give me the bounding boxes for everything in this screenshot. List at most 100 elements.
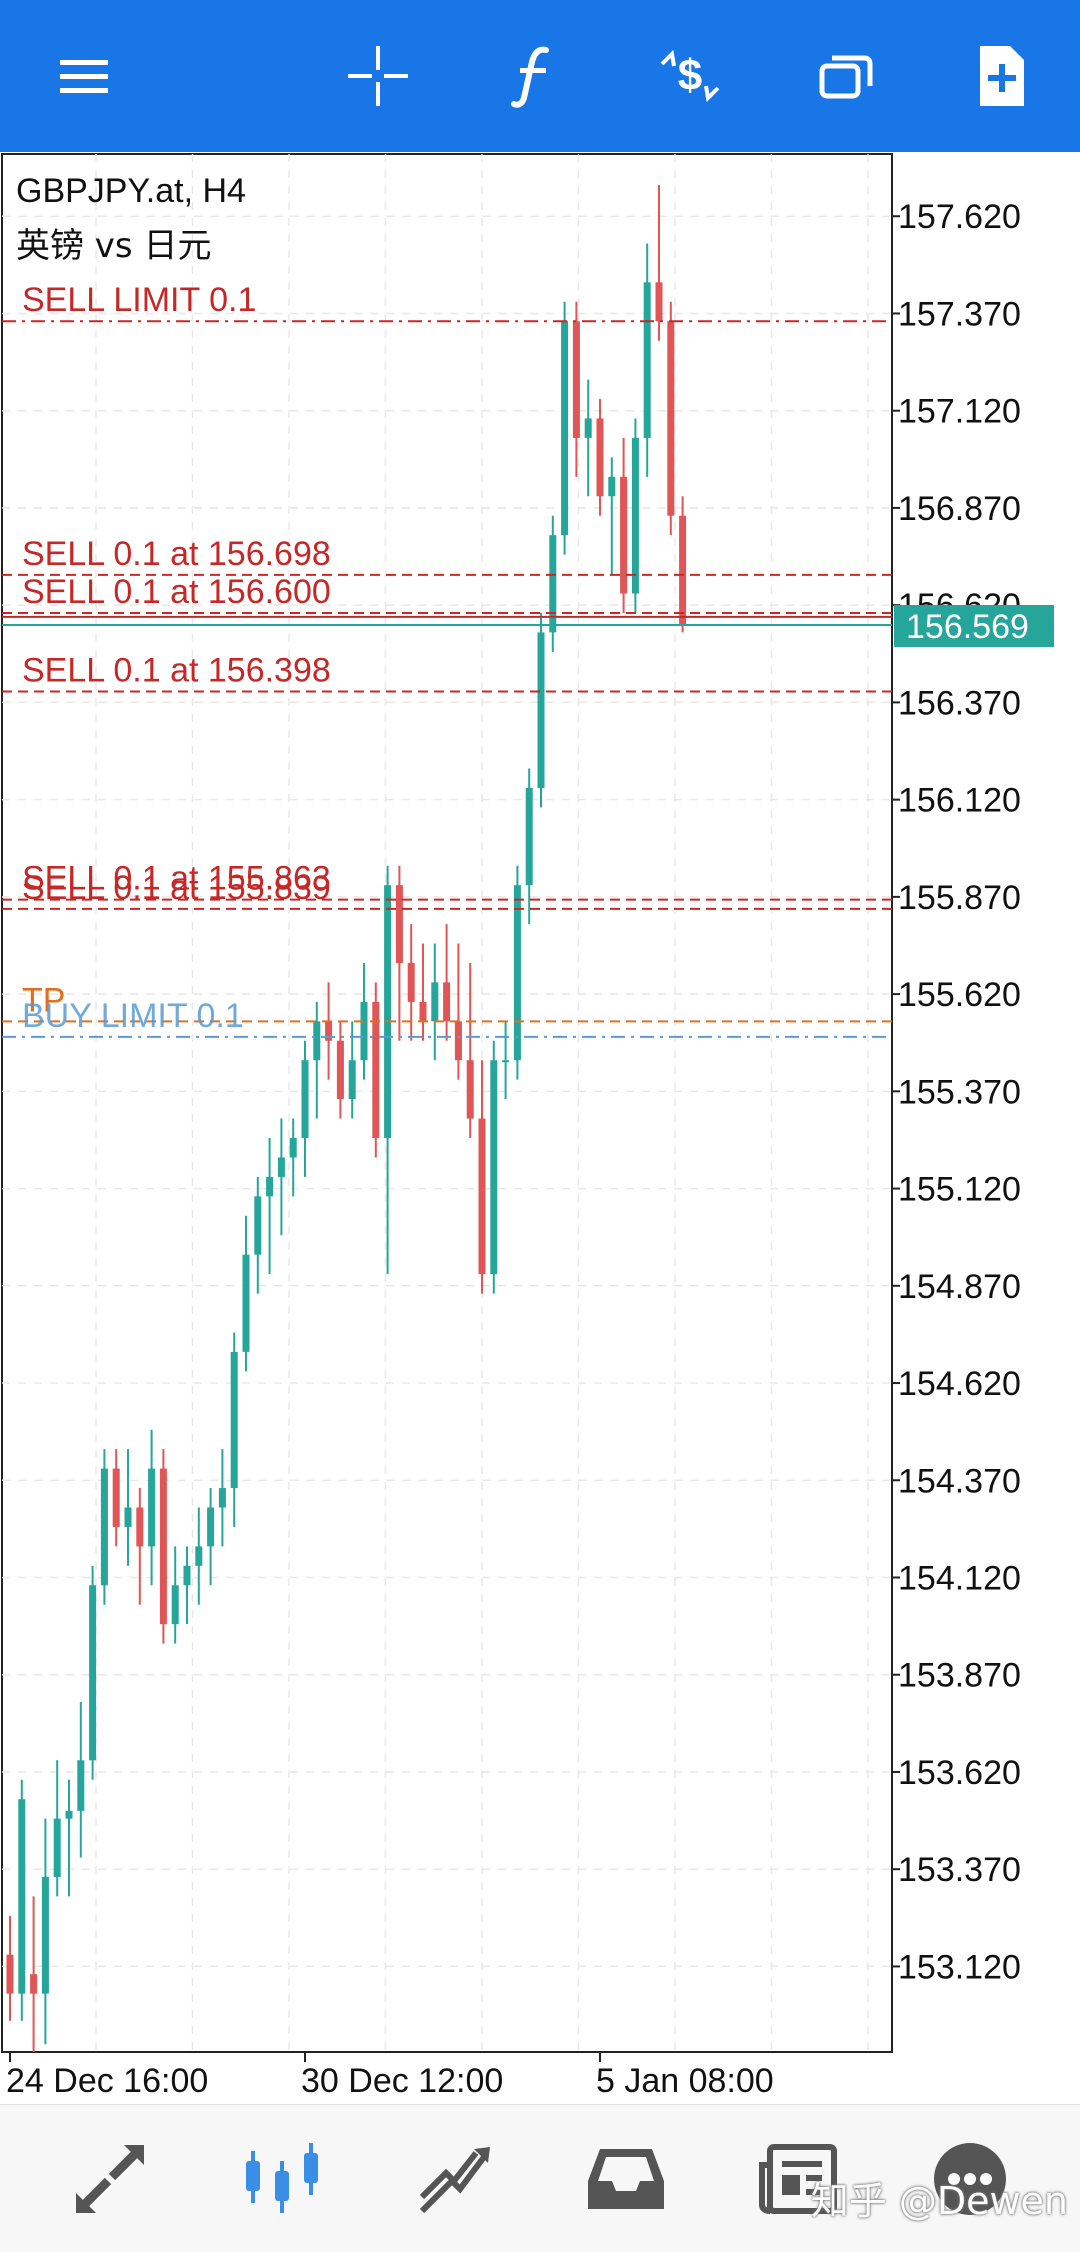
- candle-body: [53, 1818, 61, 1877]
- history-inbox-icon[interactable]: [566, 2121, 686, 2237]
- candle-body: [18, 1799, 26, 1994]
- candlestick-chart-icon[interactable]: [222, 2121, 342, 2237]
- candle-body: [30, 1974, 38, 1994]
- candle-body: [384, 885, 392, 1139]
- candle-body: [171, 1585, 179, 1625]
- candle-body: [65, 1810, 73, 1819]
- candle-body: [419, 1001, 427, 1022]
- symbol-description: 英镑 vs 日元: [16, 226, 212, 266]
- candle-body: [112, 1468, 120, 1527]
- order-line-label: SELL 0.1 at 156.398: [22, 652, 331, 690]
- candle-body: [254, 1196, 262, 1255]
- candle-body: [395, 885, 403, 963]
- candle-body: [620, 476, 628, 594]
- candle-body: [301, 1060, 309, 1139]
- windows-icon[interactable]: [796, 26, 896, 126]
- order-line-label: TP: [22, 981, 65, 1019]
- candle-body: [136, 1507, 144, 1547]
- candle-body: [478, 1118, 486, 1275]
- function-f-icon[interactable]: [484, 26, 584, 126]
- candle-body: [360, 1001, 368, 1061]
- candle-body: [431, 982, 439, 1022]
- order-line-label: SELL 0.1 at 156.698: [22, 535, 331, 573]
- order-line-label: SELL 0.1 at 156.600: [22, 573, 331, 611]
- candle-body: [667, 321, 675, 516]
- candle-body: [218, 1488, 226, 1508]
- candle-body: [289, 1138, 297, 1158]
- price-tick-label: 156.870: [898, 490, 1021, 528]
- candle-body: [549, 535, 557, 633]
- candle-body: [325, 1021, 333, 1041]
- candle-body: [41, 1876, 49, 1994]
- current-price-badge: [894, 604, 1054, 647]
- price-chart[interactable]: 157.620157.370157.120156.870156.620156.3…: [0, 152, 1080, 2104]
- candle-body: [77, 1760, 85, 1811]
- candle-body: [572, 321, 580, 438]
- price-tick-label: 153.870: [898, 1657, 1021, 1695]
- price-tick-label: 154.370: [898, 1462, 1021, 1500]
- candle-body: [513, 885, 521, 1061]
- hamburger-menu-icon[interactable]: [34, 26, 134, 126]
- candle-body: [443, 982, 451, 1022]
- candle-body: [372, 1001, 380, 1139]
- price-tick-label: 156.120: [898, 782, 1021, 820]
- news-icon[interactable]: [738, 2121, 858, 2237]
- candle-body: [502, 1060, 510, 1063]
- svg-text:$: $: [678, 51, 702, 100]
- price-tick-label: 155.870: [898, 879, 1021, 917]
- price-tick-label: 154.120: [898, 1560, 1021, 1598]
- chart-area[interactable]: 157.620157.370157.120156.870156.620156.3…: [0, 152, 1080, 2104]
- candle-body: [525, 787, 533, 886]
- order-line-label: SELL 0.1 at 155.863: [22, 860, 331, 898]
- candle-body: [195, 1546, 203, 1566]
- candle-body: [277, 1157, 285, 1177]
- order-line-label: SELL LIMIT 0.1: [22, 281, 256, 319]
- chart-frame: [1, 153, 893, 2053]
- candle-body: [407, 962, 415, 1002]
- order-line-label: SELL 0.1 at 155.839: [22, 869, 331, 907]
- candle-body: [490, 1060, 498, 1275]
- price-tick-label: 155.370: [898, 1073, 1021, 1111]
- candle-body: [336, 1040, 344, 1100]
- price-tick-label: 155.120: [898, 1171, 1021, 1209]
- candle-body: [537, 632, 545, 788]
- current-price-label: 156.569: [906, 608, 1029, 646]
- crosshair-icon[interactable]: [328, 26, 428, 126]
- candle-body: [679, 515, 687, 625]
- price-tick-label: 157.370: [898, 295, 1021, 333]
- candle-body: [631, 437, 639, 594]
- candle-body: [89, 1585, 97, 1761]
- price-tick-label: 157.620: [898, 198, 1021, 236]
- top-toolbar: $: [0, 0, 1080, 152]
- dollar-trade-icon[interactable]: $: [640, 26, 740, 126]
- price-tick-label: 153.620: [898, 1754, 1021, 1792]
- candle-body: [313, 1021, 321, 1061]
- candle-body: [584, 418, 592, 438]
- candle-body: [643, 282, 651, 438]
- candle-body: [561, 321, 569, 536]
- bottom-navigation: [0, 2104, 1080, 2252]
- candle-body: [596, 418, 604, 497]
- candle-body: [230, 1351, 238, 1489]
- new-document-plus-icon[interactable]: [952, 26, 1052, 126]
- candle-body: [183, 1565, 191, 1586]
- quotes-arrows-icon[interactable]: [50, 2121, 170, 2237]
- price-tick-label: 154.620: [898, 1365, 1021, 1403]
- candle-body: [242, 1254, 250, 1352]
- messages-chat-icon[interactable]: [910, 2121, 1030, 2237]
- price-tick-label: 156.370: [898, 684, 1021, 722]
- trade-trend-icon[interactable]: [394, 2121, 514, 2237]
- candle-body: [124, 1507, 132, 1527]
- symbol-title: GBPJPY.at, H4: [16, 172, 246, 210]
- time-tick-label: 24 Dec 16:00: [6, 2062, 208, 2100]
- candle-body: [6, 1954, 14, 1994]
- candle-body: [148, 1468, 156, 1547]
- candle-body: [159, 1468, 167, 1625]
- price-tick-label: 155.620: [898, 976, 1021, 1014]
- candle-body: [454, 1021, 462, 1061]
- candle-body: [466, 1060, 474, 1119]
- candle-body: [266, 1176, 274, 1197]
- price-tick-label: 153.120: [898, 1948, 1021, 1986]
- price-tick-label: 153.370: [898, 1851, 1021, 1889]
